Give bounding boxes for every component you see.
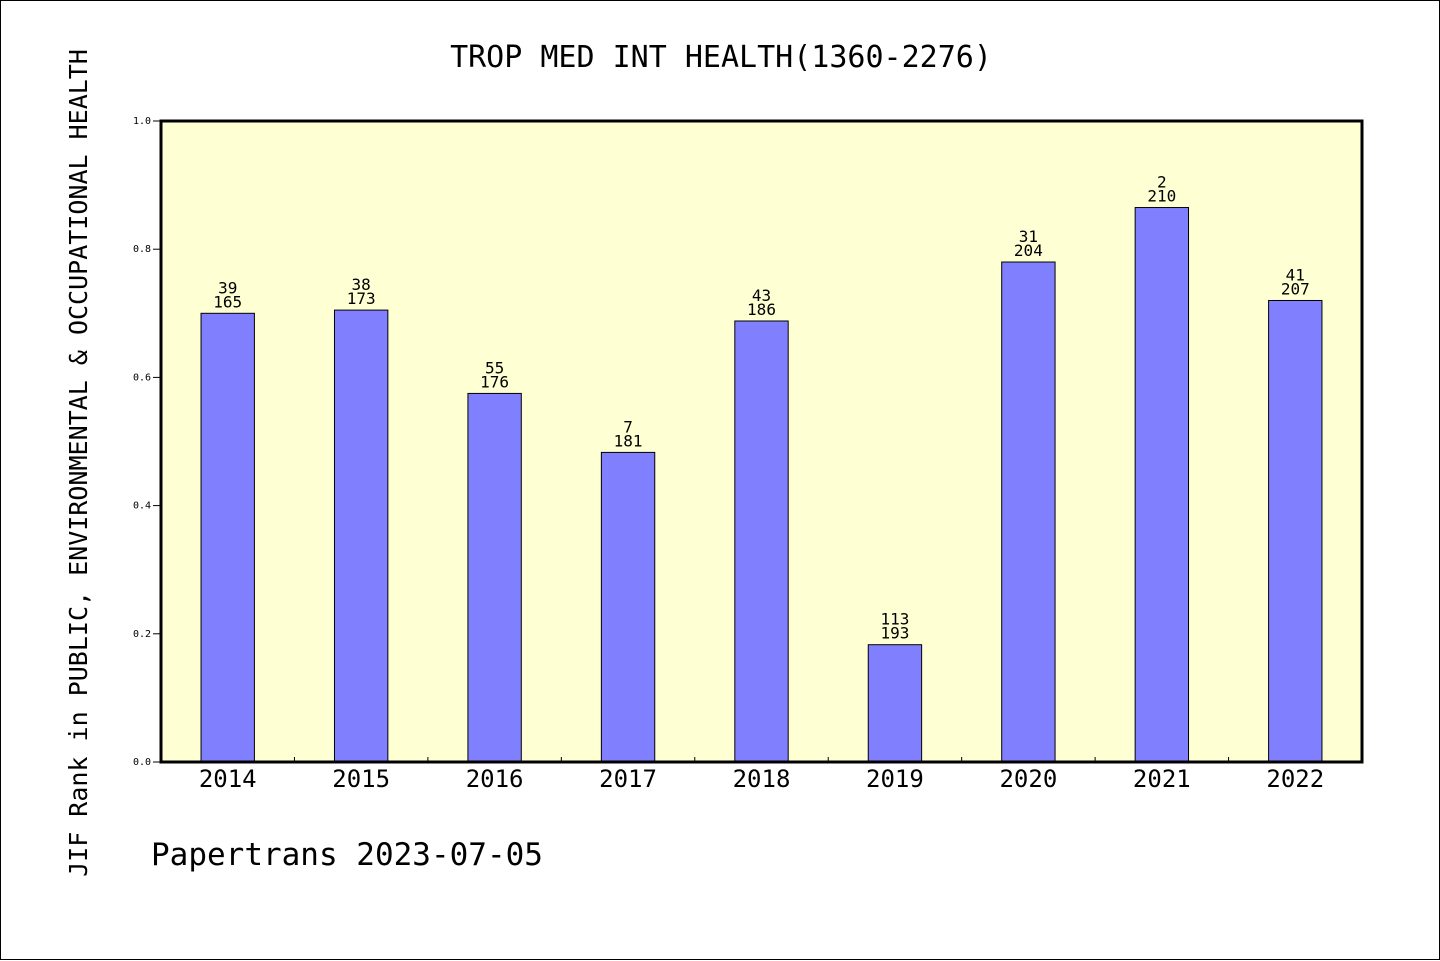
x-tick-label: 2021 [1133,765,1191,793]
data-label-rank: 113 [880,610,909,629]
x-axis: 2014 2015 2016 2017 2018 2019 2020 2021 2022 [199,757,1324,793]
bar-2021 [1134,207,1190,763]
y-tick-label: 0.0 [133,757,151,768]
data-label-total: 176 [480,372,509,391]
data-label-rank: 7 [623,417,633,436]
x-tick-label: 2020 [999,765,1057,793]
data-label-total: 204 [1014,241,1043,260]
x-tick-label: 2017 [599,765,657,793]
x-tick-label: 2018 [733,765,791,793]
bar-2015 [333,309,389,763]
x-tick-label: 2019 [866,765,924,793]
bar-2017 [600,451,656,763]
y-axis: 0.0 0.2 0.4 0.6 0.8 1.0 [133,116,161,768]
data-label-total: 173 [347,289,376,308]
data-label-rank: 2 [1157,173,1167,192]
bar-2014 [200,312,255,763]
data-label-rank: 39 [218,278,237,297]
bar-2019 [867,644,923,763]
x-tick-label: 2015 [332,765,390,793]
data-label-total: 165 [213,292,242,311]
footer-text: Papertrans 2023-07-05 [151,837,543,873]
bar-2022 [1268,299,1323,763]
y-tick-label: 0.6 [133,372,151,383]
y-tick-label: 0.2 [133,629,151,640]
data-label-rank: 43 [752,286,771,305]
y-tick-label: 1.0 [133,116,151,127]
bar-2020 [1001,261,1056,763]
bars-layer [200,207,1323,763]
data-label-rank: 38 [352,275,371,294]
data-label-total: 207 [1281,279,1310,298]
plot-border [159,119,1364,764]
x-tick-label: 2016 [466,765,524,793]
data-label-total: 186 [747,300,776,319]
chart-title: TROP MED INT HEALTH(1360-2276) [450,40,992,75]
bar-2018 [734,320,789,763]
y-tick-label: 0.8 [133,244,151,255]
bar-2016 [467,392,522,763]
data-label-rank: 31 [1019,227,1038,246]
data-label-total: 210 [1147,187,1176,206]
x-tick-label: 2014 [199,765,257,793]
data-label-total: 181 [614,431,643,450]
x-tick-label: 2022 [1266,765,1324,793]
data-label-rank: 41 [1286,265,1305,284]
y-tick-label: 0.4 [133,501,151,512]
data-label-rank: 55 [485,358,504,377]
y-axis-label: JIF Rank in PUBLIC, ENVIRONMENTAL & OCCU… [64,49,93,877]
data-label-total: 193 [880,624,909,643]
